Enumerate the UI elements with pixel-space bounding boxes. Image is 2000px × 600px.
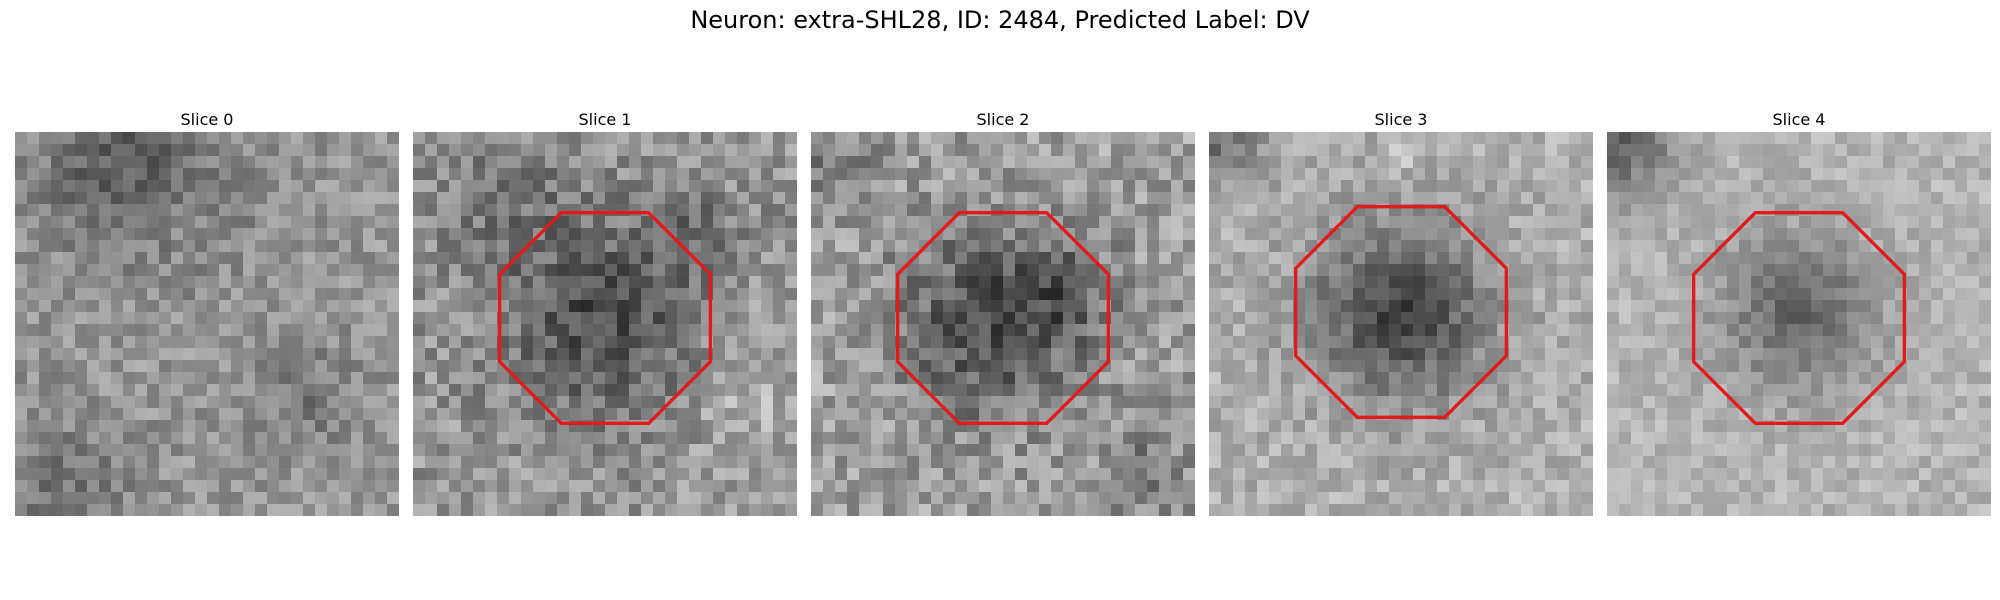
- roi-octagon-2: [895, 210, 1111, 426]
- slice-panel-1: Slice 1: [413, 108, 797, 516]
- slice-image-4: [1607, 132, 1991, 516]
- slice-panel-3: Slice 3: [1209, 108, 1593, 516]
- slice-title-0: Slice 0: [180, 110, 234, 129]
- roi-octagon-1: [497, 210, 713, 426]
- slice-title-4: Slice 4: [1772, 110, 1826, 129]
- slice-title-1: Slice 1: [578, 110, 632, 129]
- roi-octagon-4: [1691, 210, 1907, 426]
- slice-panel-4: Slice 4: [1607, 108, 1991, 516]
- slice-panel-0: Slice 0: [15, 108, 399, 516]
- roi-octagon-3: [1293, 204, 1509, 420]
- slice-title-2: Slice 2: [976, 110, 1030, 129]
- slice-panel-2: Slice 2: [811, 108, 1195, 516]
- slice-image-0: [15, 132, 399, 516]
- slice-image-3: [1209, 132, 1593, 516]
- figure-title: Neuron: extra-SHL28, ID: 2484, Predicted…: [690, 6, 1310, 34]
- slice-image-1: [413, 132, 797, 516]
- slice-title-3: Slice 3: [1374, 110, 1428, 129]
- slice-image-2: [811, 132, 1195, 516]
